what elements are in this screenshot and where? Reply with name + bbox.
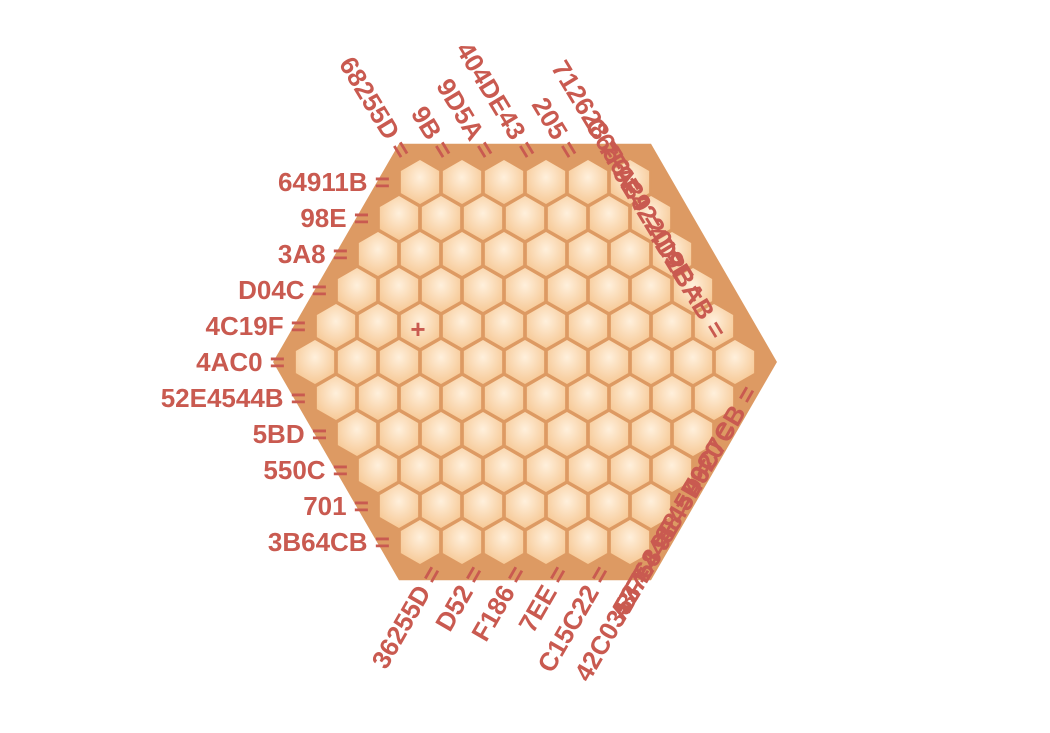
hex-cell-r10-c2[interactable] xyxy=(484,519,525,566)
clue-left-6: 52E4544B = xyxy=(161,383,306,413)
clue-left-9: 701 = xyxy=(303,491,369,521)
clue-left-7: 5BD = xyxy=(253,419,327,449)
hex-cell-r10-c3[interactable] xyxy=(526,519,567,566)
cursor-plus-icon: + xyxy=(410,314,425,344)
clue-left-5: 4AC0 = xyxy=(196,347,285,377)
hex-cell-r10-c4[interactable] xyxy=(568,519,609,566)
hex-cell-r10-c1[interactable] xyxy=(442,519,483,566)
hex-cell-r10-c0[interactable] xyxy=(400,519,441,566)
clue-top-0: 68255D = xyxy=(333,51,418,164)
clue-left-0: 64911B = xyxy=(278,167,390,197)
clue-left-2: 3A8 = xyxy=(278,239,348,269)
clue-left-10: 3B64CB = xyxy=(268,527,390,557)
clue-left-8: 550C = xyxy=(263,455,348,485)
clue-left-3: D04C = xyxy=(238,275,327,305)
clue-left-4: 4C19F = xyxy=(206,311,306,341)
clue-left-1: 98E = xyxy=(300,203,369,233)
